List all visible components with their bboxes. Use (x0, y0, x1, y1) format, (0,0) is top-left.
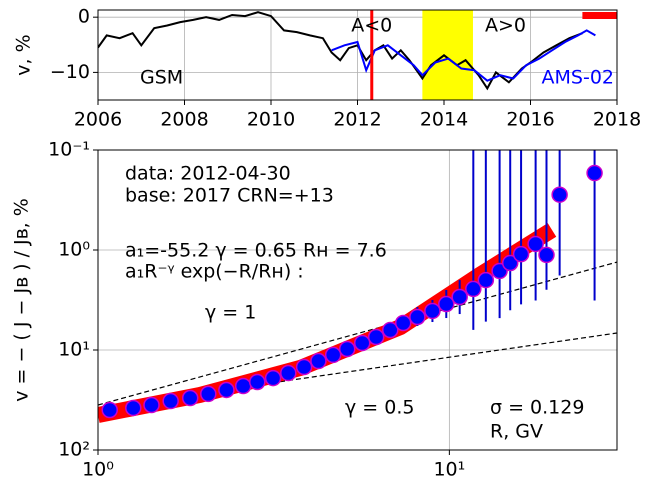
x-tick-label: 2012 (333, 109, 381, 131)
data-point (295, 358, 313, 376)
data-point (512, 245, 530, 263)
data-point (338, 340, 356, 358)
y-axis-label: v = − ( J − Jʙ ) / Jʙ, % (11, 198, 33, 402)
data-point (280, 364, 297, 382)
data-point (200, 385, 217, 403)
series-line (98, 11, 583, 91)
y-axis-label: v, % (13, 34, 35, 75)
x-axis-label: R, GV (490, 421, 543, 443)
period-label: A>0 (485, 15, 526, 37)
data-point (438, 295, 455, 313)
y-tick-label: 10¹ (58, 339, 90, 361)
annotation: σ = 0.129 (490, 397, 584, 419)
data-point (310, 352, 327, 370)
data-point (101, 401, 118, 419)
y-tick-label: 10² (58, 439, 90, 461)
data-point (538, 246, 555, 264)
reference-label: γ = 0.5 (345, 397, 414, 419)
data-point (125, 399, 142, 417)
data-point (367, 328, 385, 346)
x-tick-label: 2010 (247, 109, 295, 131)
period-label: A<0 (351, 15, 392, 37)
data-point (162, 392, 179, 410)
data-point (324, 346, 342, 364)
x-tick-label: 10⁰ (82, 459, 114, 481)
x-tick-label: 10¹ (433, 459, 465, 481)
x-tick-label: 2016 (506, 109, 554, 131)
data-point (501, 254, 519, 272)
y-tick-label: 10⁻¹ (48, 139, 90, 161)
series-label: AMS-02 (542, 67, 614, 89)
data-point (143, 396, 160, 414)
rigidity-panel: 10⁰ 10¹ 10⁻¹ 10⁰ 10¹ 10² data: 2012-04-30base:… (11, 139, 618, 481)
data-point (353, 334, 371, 352)
y-tick-label: −10 (50, 61, 90, 83)
data-point (451, 288, 468, 306)
data-point (264, 369, 282, 387)
y-tick-label: 0 (78, 6, 90, 28)
x-tick-label: 2018 (593, 109, 641, 131)
y-tick-label: 10⁰ (58, 239, 90, 261)
data-point (477, 271, 495, 289)
plot-area (98, 10, 617, 100)
data-point (424, 302, 441, 320)
reference-line (98, 332, 617, 409)
annotation: a₁=-55.2 γ = 0.65 Rʜ = 7.6 (125, 240, 387, 262)
reference-label: γ = 1 (205, 302, 256, 324)
data-point (586, 164, 603, 182)
time-panel: 2006 2008 2010 2012 2014 2016 2018 −10 0 A<0 A>0 GS… (13, 6, 642, 131)
data-point (551, 186, 568, 203)
data-point (465, 280, 482, 298)
series-label: GSM (140, 67, 183, 89)
frame (97, 9, 618, 101)
x-tick-label: 2006 (74, 109, 122, 131)
data-point (382, 321, 399, 339)
annotation: data: 2012-04-30 (125, 163, 291, 185)
data-point (394, 314, 412, 332)
data-point (249, 373, 266, 391)
reference-line (98, 261, 617, 406)
plot-area (98, 150, 617, 423)
data-point (218, 381, 235, 399)
x-tick-label: 2008 (160, 109, 208, 131)
annotation: base: 2017 CRN=+13 (125, 185, 334, 207)
data-point (234, 377, 252, 395)
data-point (409, 308, 426, 326)
period-band (422, 10, 473, 100)
frame (97, 149, 618, 451)
annotation: a₁R⁻ᵞ exp(−R/Rʜ) : (125, 261, 304, 283)
data-point (181, 389, 199, 407)
data-point (527, 235, 544, 253)
x-tick-label: 2014 (420, 109, 468, 131)
